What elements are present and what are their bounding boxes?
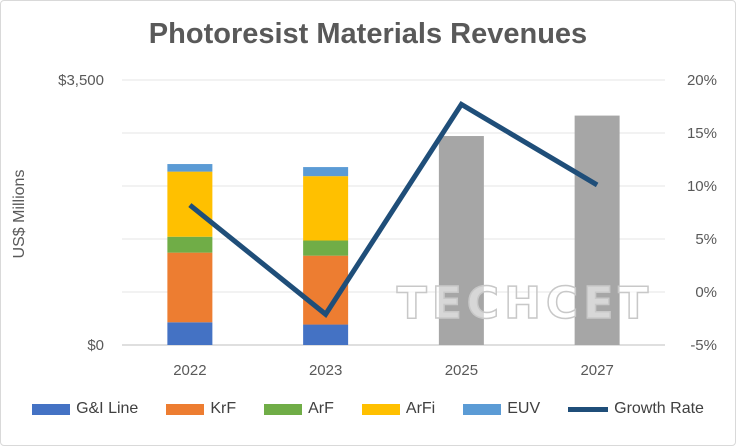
legend-item: ArF [264, 400, 334, 418]
bar-segment [167, 252, 213, 323]
watermark-logo: TECHCET [397, 278, 654, 329]
legend-swatch [32, 403, 71, 415]
bar-segment [167, 322, 213, 345]
bar-segment [167, 236, 213, 253]
chart-title: Photoresist Materials Revenues [148, 18, 588, 50]
legend-label: G&I Line [76, 400, 139, 417]
legend-label: ArFi [405, 400, 436, 417]
legend-label: KrF [210, 400, 237, 417]
y2-tick-label: -5% [690, 337, 717, 354]
y-tick-label: $3,500 [58, 72, 104, 89]
legend-swatch [166, 403, 205, 415]
y2-tick-label: 10% [687, 178, 717, 195]
legend-item: Growth Rate [568, 400, 704, 418]
bar-segment [167, 164, 213, 172]
x-tick-label: 2027 [580, 362, 613, 379]
y2-tick-label: 0% [695, 284, 717, 301]
x-tick-label: 2022 [173, 362, 206, 379]
legend-item: ArFi [361, 400, 436, 418]
y2-tick-label: 15% [687, 125, 717, 142]
bar-segment [167, 171, 213, 237]
legend-label: ArF [308, 400, 334, 417]
bar-segment [438, 136, 484, 345]
legend-label: Growth Rate [614, 400, 704, 417]
legend-swatch [361, 403, 400, 415]
x-tick-label: 2025 [445, 362, 478, 379]
y2-tick-label: 5% [695, 231, 717, 248]
legend-item: KrF [166, 400, 236, 418]
legend-label: EUV [507, 400, 541, 417]
bar-segment [303, 324, 349, 345]
legend-swatch [264, 403, 303, 415]
legend: G&I Line KrF ArF ArFi EUV Growth Rate [0, 398, 736, 420]
legend-swatch [463, 403, 502, 415]
bar-segment [303, 176, 349, 241]
legend-swatch [568, 406, 609, 412]
legend-item: EUV [463, 400, 540, 418]
bar-segment [303, 240, 349, 256]
bar-segment [303, 167, 349, 177]
legend-item: G&I Line [32, 400, 138, 418]
bar-segment [574, 115, 620, 345]
y2-tick-label: 20% [687, 72, 717, 89]
growth-rate-line [188, 101, 599, 318]
y-tick-label: $0 [87, 337, 104, 354]
x-tick-label: 2023 [309, 362, 342, 379]
